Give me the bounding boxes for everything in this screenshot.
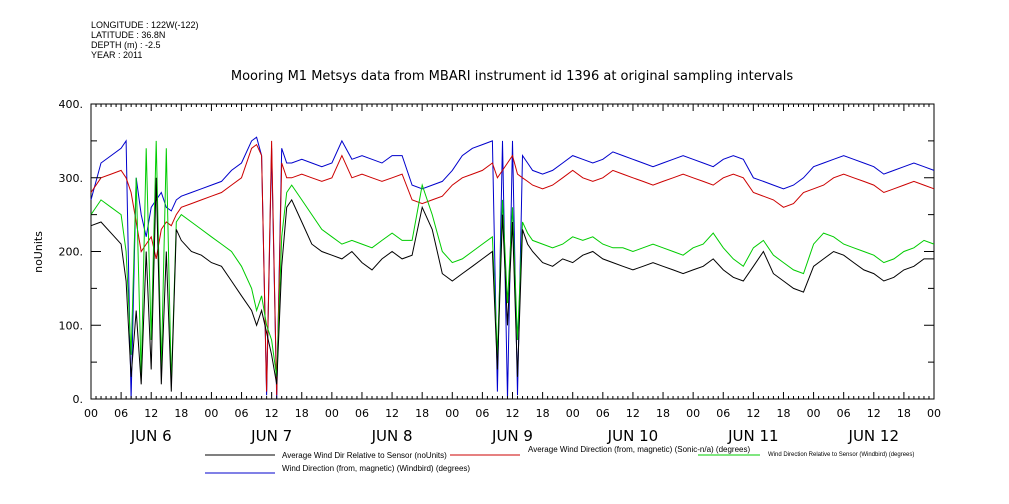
x-tick-label: 06 xyxy=(114,407,128,420)
legend-label-1: Average Wind Direction (from, magnetic) … xyxy=(528,445,750,454)
x-tick-label: 00 xyxy=(84,407,98,420)
x-tick-label: 18 xyxy=(295,407,309,420)
x-tick-label: 06 xyxy=(837,407,851,420)
y-tick-label: 300. xyxy=(59,172,84,185)
latitude-label: LATITUDE : 36.8N xyxy=(91,30,166,40)
series-line-3 xyxy=(90,136,935,400)
legend-label-0: Average Wind Dir Relative to Sensor (noU… xyxy=(282,451,447,460)
series-line-0 xyxy=(90,177,934,392)
chart-title: Mooring M1 Metsys data from MBARI instru… xyxy=(231,69,793,84)
x-tick-label: 00 xyxy=(566,407,580,420)
x-tick-label: 12 xyxy=(265,407,279,420)
y-tick-label: 100. xyxy=(59,319,84,332)
x-tick-label: 18 xyxy=(536,407,550,420)
y-tick-label: 0. xyxy=(73,393,84,406)
legend-label-2: Wind Direction Relative to Sensor (Windb… xyxy=(768,452,914,458)
x-tick-label: 06 xyxy=(355,407,369,420)
x-tick-label: 00 xyxy=(686,407,700,420)
day-label: JUN 10 xyxy=(607,427,658,445)
series-line-2 xyxy=(90,140,935,385)
x-tick-label: 18 xyxy=(415,407,429,420)
day-label: JUN 8 xyxy=(371,427,413,445)
x-tick-label: 00 xyxy=(325,407,339,420)
x-tick-label: 00 xyxy=(927,407,941,420)
x-tick-label: 12 xyxy=(746,407,760,420)
x-tick-label: 06 xyxy=(235,407,249,420)
year-label: YEAR : 2011 xyxy=(91,50,143,60)
x-tick-label: 12 xyxy=(144,407,158,420)
x-tick-label: 12 xyxy=(385,407,399,420)
x-tick-label: 18 xyxy=(656,407,670,420)
depth-label: DEPTH (m) : -2.5 xyxy=(91,40,161,50)
x-tick-label: 00 xyxy=(204,407,218,420)
day-label: JUN 9 xyxy=(491,427,533,445)
x-tick-label: 12 xyxy=(867,407,881,420)
series-layer xyxy=(90,136,935,400)
legend-label-3: Wind Direction (from, magnetic) (Windbir… xyxy=(282,464,470,473)
day-label: JUN 7 xyxy=(250,427,292,445)
x-tick-label: 12 xyxy=(506,407,520,420)
longitude-label: LONGITUDE : 122W(-122) xyxy=(91,20,199,30)
series-line-1 xyxy=(90,140,935,396)
x-tick-label: 18 xyxy=(897,407,911,420)
day-label: JUN 12 xyxy=(848,427,899,445)
x-tick-label: 18 xyxy=(776,407,790,420)
y-tick-label: 200. xyxy=(59,246,84,259)
metadata-block: LONGITUDE : 122W(-122) LATITUDE : 36.8N … xyxy=(91,20,199,60)
legend: Average Wind Dir Relative to Sensor (noU… xyxy=(205,445,914,474)
x-tick-label: 00 xyxy=(807,407,821,420)
day-label: JUN 11 xyxy=(727,427,778,445)
axis-ticks: 00 06 12 18 00 06 12 18 00 06 12 18 00 06 12 18 00 06 12 18… xyxy=(59,98,942,445)
x-tick-label: 18 xyxy=(174,407,188,420)
x-tick-label: 00 xyxy=(445,407,459,420)
x-tick-label: 06 xyxy=(596,407,610,420)
x-tick-label: 06 xyxy=(475,407,489,420)
x-tick-label: 12 xyxy=(626,407,640,420)
y-tick-label: 400. xyxy=(59,98,84,111)
x-tick-label: 06 xyxy=(716,407,730,420)
day-label: JUN 6 xyxy=(130,427,172,445)
y-axis-label: noUnits xyxy=(32,231,45,273)
